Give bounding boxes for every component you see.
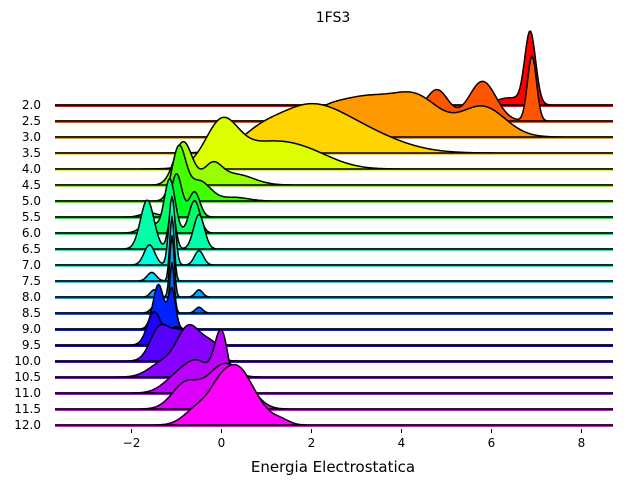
- y-tick-label: 4.5: [22, 178, 41, 192]
- y-tick-label: 2.5: [22, 114, 41, 128]
- ridge-fill: [55, 200, 613, 249]
- y-tick-label: 8.0: [22, 290, 41, 304]
- ridge-outline: [55, 283, 613, 330]
- y-tick-label: 7.5: [22, 274, 41, 288]
- y-tick-label: 6.5: [22, 242, 41, 256]
- ridge-fill: [55, 284, 613, 329]
- y-tick-label: 6.0: [22, 226, 41, 240]
- ridge-mask: [55, 324, 613, 377]
- ridge-4.5: [55, 140, 613, 187]
- y-tick-label: 2.0: [22, 98, 41, 112]
- y-tick-label: 11.5: [14, 402, 41, 416]
- ridge-5.5: [55, 173, 613, 219]
- y-tick-label: 3.5: [22, 146, 41, 160]
- ridges-group: [55, 30, 613, 428]
- ridge-outline: [55, 261, 613, 314]
- ridge-outline: [55, 173, 613, 218]
- ridge-mask: [55, 363, 613, 409]
- y-tick-label: 5.5: [22, 210, 41, 224]
- ridge-11.0: [55, 328, 613, 396]
- ridge-mask: [55, 173, 613, 217]
- y-tick-label: 8.5: [22, 306, 41, 320]
- x-tick-label: 8: [578, 436, 586, 450]
- x-axis-label: Energia Electrostatica: [251, 458, 415, 476]
- ridge-fill: [55, 145, 613, 201]
- ridge-fill: [55, 363, 613, 409]
- ridge-mask: [55, 284, 613, 329]
- y-tick-label: 3.0: [22, 130, 41, 144]
- ridge-fill: [55, 56, 613, 121]
- ridge-7.0: [55, 195, 613, 268]
- x-axis: −2 0 2 4 6 8: [123, 429, 586, 450]
- ridge-outline: [55, 362, 613, 410]
- y-tick-label: 9.5: [22, 338, 41, 352]
- ridge-fill: [55, 173, 613, 217]
- ridge-mask: [55, 262, 613, 313]
- ridge-3.5: [55, 102, 613, 155]
- ridge-6.5: [55, 199, 613, 251]
- y-tick-label: 4.0: [22, 162, 41, 176]
- ridge-8.0: [55, 235, 613, 300]
- y-tick-label: 10.0: [14, 354, 41, 368]
- y-tick-labels: 2.0 2.5 3.0 3.5 4.0 4.5 5.0 5.5 6.0 6.5 7.0 7.5 8.0 8…: [14, 98, 41, 432]
- y-tick-label: 9.0: [22, 322, 41, 336]
- ridge-fill: [55, 324, 613, 377]
- ridge-fill: [55, 329, 613, 393]
- chart-title: 1FS3: [316, 10, 351, 26]
- ridge-fill: [55, 178, 613, 233]
- ridge-fill: [55, 141, 613, 185]
- ridge-10.5: [55, 323, 613, 380]
- ridge-8.5: [55, 261, 613, 316]
- ridge-11.5: [55, 362, 613, 412]
- x-tick-label: −2: [123, 436, 141, 450]
- x-tick-label: 2: [308, 436, 316, 450]
- x-tick-label: 0: [218, 436, 226, 450]
- ridge-fill: [55, 364, 613, 425]
- ridge-12.0: [55, 363, 613, 428]
- y-tick-label: 7.0: [22, 258, 41, 272]
- y-tick-label: 12.0: [14, 418, 41, 432]
- x-tick-label: 4: [398, 436, 406, 450]
- y-tick-label: 10.5: [14, 370, 41, 384]
- y-tick-label: 11.0: [14, 386, 41, 400]
- ridge-outline: [55, 323, 613, 378]
- ridge-9.0: [55, 283, 613, 332]
- x-tick-label: 6: [488, 436, 496, 450]
- y-tick-label: 5.0: [22, 194, 41, 208]
- ridge-4.0: [55, 116, 613, 171]
- ridge-fill: [55, 262, 613, 313]
- ridge-fill: [55, 103, 613, 153]
- ridge-7.5: [55, 215, 613, 284]
